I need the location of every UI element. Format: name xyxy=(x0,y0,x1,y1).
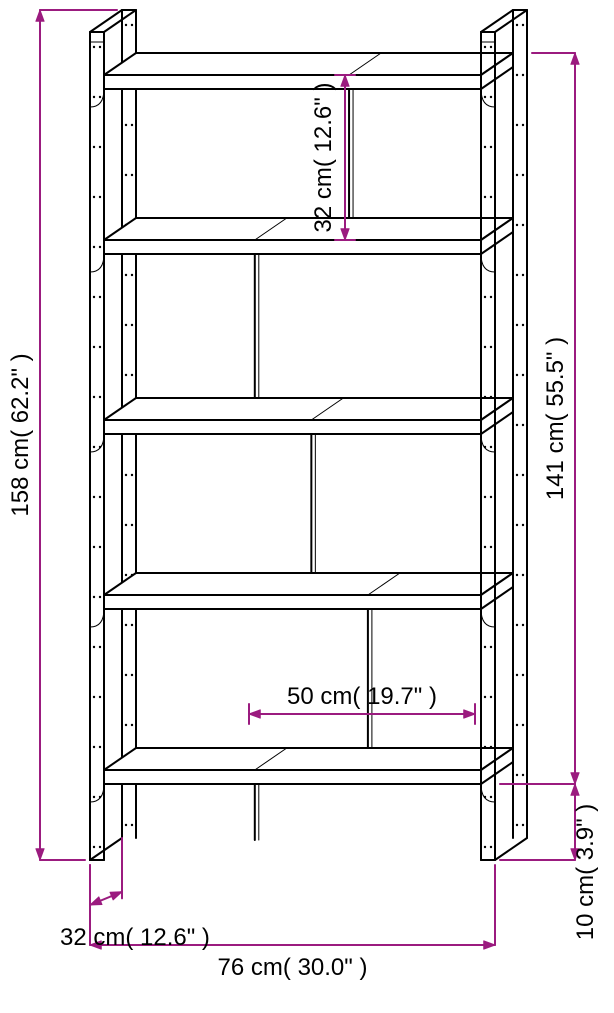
dimension-annotations: 158 cm( 62.2" ) 141 cm( 55.5" ) 10 cm( 3.9… xyxy=(7,10,599,981)
svg-text:158 cm( 62.2" ): 158 cm( 62.2" ) xyxy=(7,353,34,516)
svg-text:10 cm( 3.9" ): 10 cm( 3.9" ) xyxy=(572,804,599,941)
svg-text:141 cm( 55.5" ): 141 cm( 55.5" ) xyxy=(542,337,569,500)
svg-text:76 cm( 30.0" ): 76 cm( 30.0" ) xyxy=(218,954,368,981)
svg-text:32 cm( 12.6" ): 32 cm( 12.6" ) xyxy=(310,83,337,233)
svg-text:32 cm( 12.6" ): 32 cm( 12.6" ) xyxy=(60,924,210,951)
svg-text:50 cm( 19.7" ): 50 cm( 19.7" ) xyxy=(287,683,437,710)
shelf-drawing xyxy=(90,10,527,860)
dimension-diagram: 158 cm( 62.2" ) 141 cm( 55.5" ) 10 cm( 3.9… xyxy=(0,0,614,1013)
